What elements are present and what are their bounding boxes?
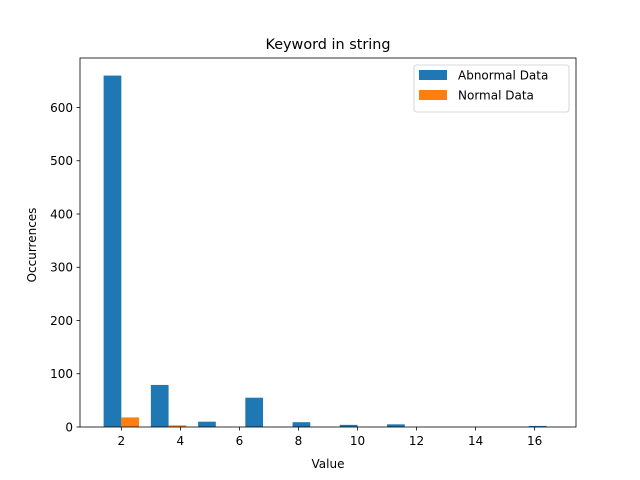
y-axis-label: Occurrences — [25, 208, 39, 283]
legend-swatch — [419, 70, 447, 80]
bar-normal-data-0 — [121, 417, 140, 427]
y-tick-label: 600 — [50, 101, 73, 115]
legend-box — [413, 64, 570, 113]
plot-frame — [79, 57, 577, 428]
bar-abnormal-data-2 — [198, 421, 216, 427]
legend: Abnormal Data Normal Data — [413, 64, 570, 113]
y-tick-label: 200 — [50, 314, 73, 328]
y-tick-label: 300 — [50, 261, 73, 275]
x-tick-label: 14 — [468, 434, 483, 448]
tick-layer: 2 4 6 8 10 12 14 16 0 100 200 300 400 500 600 — [50, 101, 542, 448]
x-tick-label: 2 — [118, 434, 126, 448]
y-tick-label: 0 — [65, 420, 73, 434]
y-tick-label: 400 — [50, 207, 73, 221]
chart-title: Keyword in string — [265, 37, 390, 53]
bar-layer — [103, 75, 547, 428]
x-tick-label: 8 — [295, 434, 303, 448]
bar-abnormal-data-1 — [150, 384, 169, 427]
bar-abnormal-data-9 — [528, 425, 547, 427]
bar-abnormal-data-5 — [339, 424, 358, 427]
bar-normal-data-1 — [168, 425, 187, 427]
y-tick-label: 100 — [50, 367, 73, 381]
bar-abnormal-data-4 — [292, 422, 311, 427]
legend-label: Abnormal Data — [458, 69, 548, 83]
bar-abnormal-data-0 — [103, 75, 122, 428]
y-tick-label: 500 — [50, 154, 73, 168]
bar-abnormal-data-3 — [245, 397, 264, 427]
x-tick-label: 16 — [527, 434, 542, 448]
legend-swatch — [419, 90, 447, 100]
x-tick-label: 12 — [409, 434, 424, 448]
legend-label: Normal Data — [458, 89, 534, 103]
x-tick-label: 6 — [236, 434, 244, 448]
x-tick-label: 4 — [177, 434, 185, 448]
x-axis-label: Value — [312, 457, 345, 471]
bar-abnormal-data-6 — [387, 424, 405, 427]
x-tick-label: 10 — [350, 434, 365, 448]
